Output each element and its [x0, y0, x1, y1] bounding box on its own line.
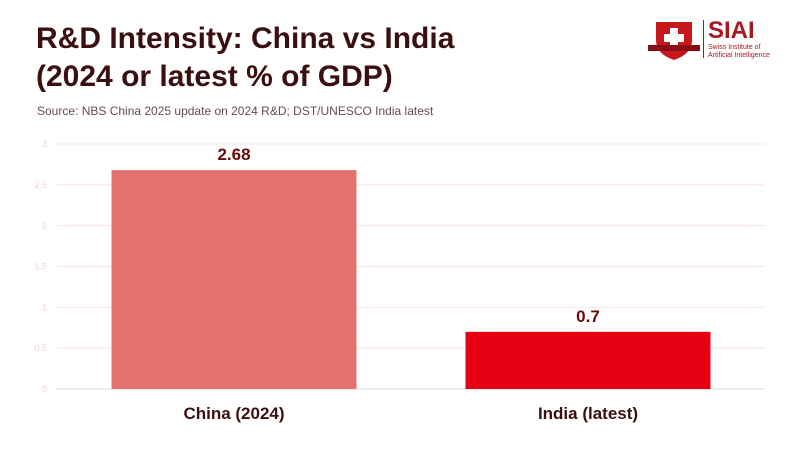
shield-icon: [648, 22, 700, 60]
chart-title: R&D Intensity: China vs India (2024 or l…: [36, 20, 454, 96]
siai-logo: SIAI Swiss Institute of Artificial Intel…: [648, 17, 770, 62]
bar: [465, 331, 711, 389]
y-tick-label: 2.5: [34, 180, 47, 190]
title-line-2: (2024 or latest % of GDP): [36, 60, 393, 93]
y-tick-label: 3: [42, 139, 47, 149]
x-tick-label: India (latest): [538, 404, 638, 423]
logo-divider: [703, 20, 704, 58]
x-tick-label: China (2024): [183, 404, 284, 423]
y-tick-label: 0: [42, 384, 47, 394]
logo-name: SIAI: [708, 17, 755, 44]
logo-subtitle-line-1: Swiss Institute of: [708, 44, 761, 51]
title-line-1: R&D Intensity: China vs India: [36, 22, 455, 55]
bars: [111, 170, 711, 389]
y-tick-label: 0.5: [34, 343, 47, 353]
bar: [111, 170, 357, 389]
data-labels: 2.68 0.7: [217, 145, 599, 326]
data-label: 2.68: [217, 145, 250, 164]
data-label: 0.7: [576, 307, 600, 326]
logo-subtitle: Swiss Institute of Artificial Intelligen…: [708, 44, 778, 60]
logo-subtitle-line-2: Artificial Intelligence: [708, 52, 770, 59]
y-tick-label: 1: [42, 302, 47, 312]
y-tick-label: 2: [42, 221, 47, 231]
y-axis-ticks: 0 0.5 1 1.5 2 2.5 3: [34, 139, 47, 394]
source-note: Source: NBS China 2025 update on 2024 R&…: [37, 104, 434, 118]
x-axis-ticks: China (2024) India (latest): [183, 404, 638, 423]
y-tick-label: 1.5: [34, 262, 47, 272]
